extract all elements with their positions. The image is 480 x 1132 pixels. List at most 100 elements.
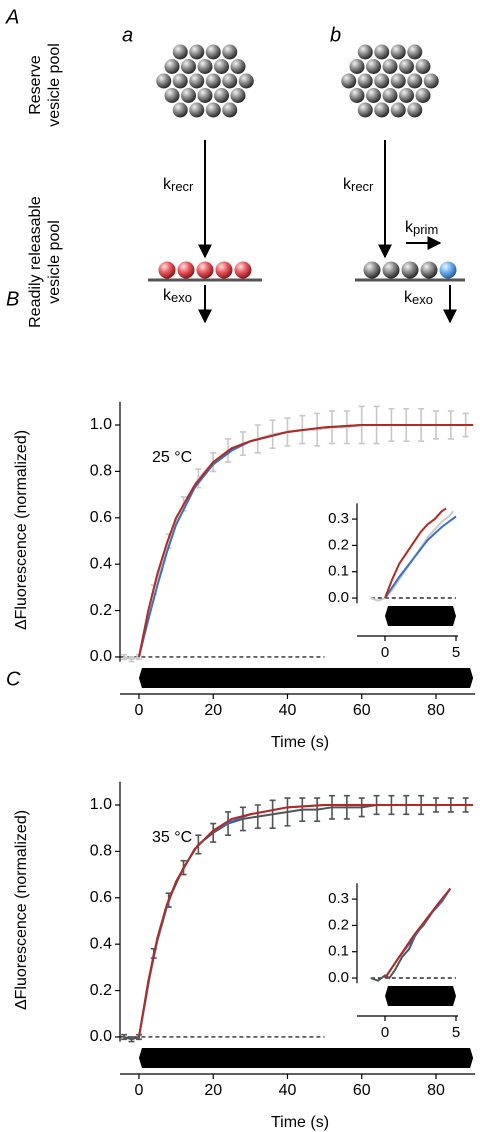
series-line	[384, 515, 457, 599]
vesicle	[407, 102, 423, 118]
vesicle	[420, 261, 438, 279]
y-axis-label: ΔFluorescence (normalized)	[13, 810, 30, 1010]
chart: 0.0 0.1 0.2 0.3 0 5	[328, 883, 460, 1041]
row-label: vesicle pool	[46, 220, 63, 304]
panel-a: A a b Reserve vesicle pool Readily relea…	[5, 6, 465, 328]
series-line	[384, 887, 452, 979]
x-tick-label: 60	[353, 702, 371, 719]
vesicle	[197, 88, 213, 103]
stimulus-bar	[138, 668, 474, 688]
vesicle	[399, 59, 414, 74]
row-label: Readily releasable	[27, 196, 44, 328]
y-tick-label: 0.2	[328, 536, 349, 553]
vesicle	[189, 102, 205, 118]
y-tick-label: 0.3	[328, 890, 349, 907]
vesicle	[181, 59, 196, 74]
vesicle	[164, 88, 180, 103]
vesicle	[407, 73, 423, 89]
vesicle	[158, 261, 176, 279]
series-line	[137, 803, 474, 1038]
vesicle	[222, 73, 238, 89]
x-tick-label: 0	[135, 1082, 144, 1099]
x-tick-label: 5	[452, 644, 460, 661]
rate-label: kprim	[405, 219, 438, 237]
x-axis-label: Time (s)	[271, 734, 329, 751]
vesicle	[382, 88, 398, 103]
y-tick-label: 0.0	[90, 1028, 112, 1045]
vesicle	[401, 261, 419, 279]
vesicle	[196, 261, 214, 279]
vesicle	[214, 59, 229, 74]
annotation: 35 °C	[152, 829, 192, 846]
vesicle	[189, 73, 205, 89]
vesicle	[390, 44, 406, 60]
vesicle	[390, 73, 406, 89]
vesicle	[214, 88, 229, 103]
x-tick-label: 80	[427, 702, 445, 719]
row-label: vesicle pool	[46, 43, 63, 127]
vesicle-clusters	[156, 44, 457, 279]
vesicle	[177, 261, 195, 279]
stimulus-bar	[385, 606, 456, 626]
vesicle	[423, 73, 439, 89]
vesicle	[366, 59, 381, 74]
y-tick-label: 0.2	[90, 982, 112, 999]
x-tick-label: 0	[381, 1024, 389, 1041]
y-tick-label: 0.0	[90, 648, 112, 665]
vesicle	[215, 261, 233, 279]
rate-label: krecr	[163, 176, 194, 194]
y-tick-label: 0.4	[90, 935, 112, 952]
x-tick-label: 20	[204, 702, 222, 719]
vesicle	[349, 59, 365, 74]
y-tick-label: 0.1	[328, 563, 349, 580]
vesicle	[172, 44, 188, 60]
vesicle	[189, 44, 205, 60]
chart: 0.0 0.2 0.4 0.6 0.8 1.0 0 20 40 60 80 B 25 °C ΔFluore…	[6, 288, 476, 751]
vesicle	[357, 73, 373, 89]
panel-label: A	[5, 6, 19, 28]
vesicle	[374, 102, 390, 118]
y-tick-label: 1.0	[90, 416, 112, 433]
series-line	[384, 507, 447, 599]
vesicle	[374, 73, 390, 89]
y-tick-label: 0.8	[90, 463, 112, 480]
vesicle	[382, 261, 400, 279]
rate-label: krecr	[343, 176, 374, 194]
vesicle	[172, 73, 188, 89]
vesicle	[341, 73, 357, 89]
x-tick-label: 20	[204, 1082, 222, 1099]
y-tick-label: 0.4	[90, 555, 112, 572]
x-tick-label: 40	[279, 702, 297, 719]
y-tick-label: 0.2	[328, 916, 349, 933]
vesicle	[390, 102, 406, 118]
vesicle	[205, 102, 221, 118]
vesicle	[374, 44, 390, 60]
vesicle	[222, 44, 238, 60]
vesicle	[230, 88, 246, 103]
vesicle	[415, 88, 431, 103]
chart: 0.0 0.2 0.4 0.6 0.8 1.0 0 20 40 60 80 C 35 °C ΔFluore…	[6, 668, 476, 1131]
vesicle	[407, 44, 423, 60]
vesicle	[234, 261, 252, 279]
row-label: Reserve	[27, 55, 44, 115]
vesicle	[222, 102, 238, 118]
vesicle	[172, 102, 188, 118]
vesicle	[156, 73, 172, 89]
vesicle	[415, 59, 431, 74]
vesicle	[357, 102, 373, 118]
vesicle	[230, 59, 246, 74]
vesicle	[382, 59, 398, 74]
vesicle	[366, 88, 381, 103]
x-tick-label: 60	[353, 1082, 371, 1099]
stimulus-bar	[138, 1048, 474, 1068]
x-tick-label: 5	[452, 1024, 460, 1041]
series-line	[137, 423, 474, 658]
vesicle	[439, 261, 457, 279]
vesicle	[349, 88, 365, 103]
column-label: a	[122, 24, 133, 46]
x-tick-label: 0	[381, 644, 389, 661]
vesicle	[181, 88, 196, 103]
y-tick-label: 0.6	[90, 889, 112, 906]
y-tick-label: 0.0	[328, 969, 349, 986]
